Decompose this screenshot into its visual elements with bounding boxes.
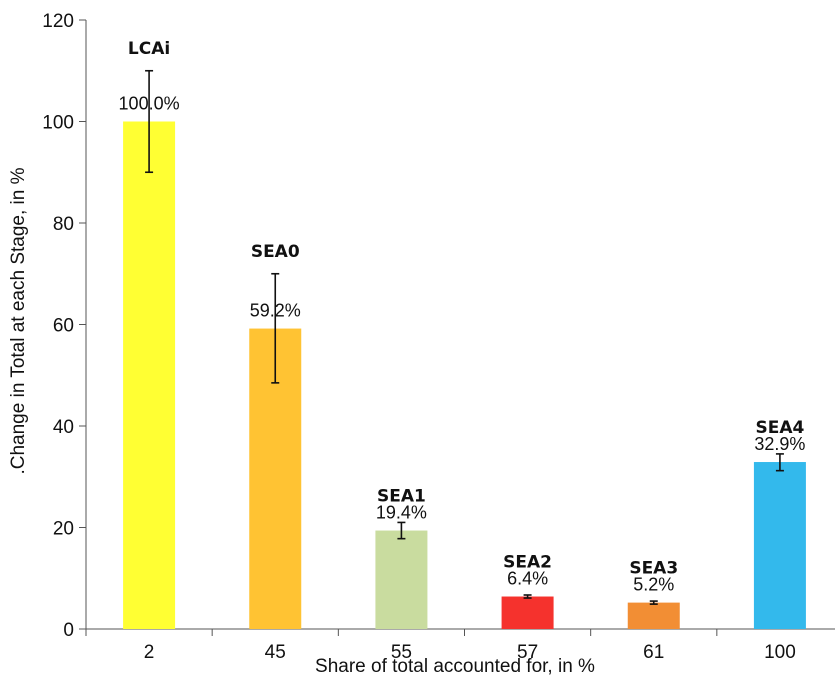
bar (375, 530, 428, 629)
bars (123, 69, 806, 629)
x-axis: 2 45 55 57 61 100 (85, 628, 835, 663)
data-label: 59.2% (250, 301, 301, 321)
y-axis: 0 20 40 60 80 100 120 (42, 11, 87, 641)
stage-label: SEA2 (503, 553, 552, 573)
x-tick-label: 61 (643, 642, 664, 663)
stage-label: SEA3 (629, 559, 678, 579)
y-tick-label: 60 (53, 316, 74, 337)
x-tick-label: 2 (144, 642, 155, 663)
stage-label: SEA1 (377, 487, 426, 507)
y-tick-label: 20 (53, 519, 74, 540)
x-tick-label: 57 (517, 642, 538, 663)
y-tick-label: 40 (53, 417, 74, 438)
y-tick-label: 0 (63, 620, 74, 641)
y-tick-label: 80 (53, 214, 74, 235)
x-tick-label: 45 (265, 642, 286, 663)
y-axis-title: .Change in Total at each Stage, in % (8, 167, 29, 474)
x-tick-label: 55 (391, 642, 412, 663)
x-axis-title: Share of total accounted for, in % (315, 656, 595, 677)
bar (753, 462, 806, 629)
data-label: 100.0% (119, 94, 180, 114)
stage-label: SEA0 (251, 242, 300, 262)
stage-label: LCAi (128, 39, 170, 59)
data-label: 6.4% (507, 569, 548, 589)
bar (627, 602, 680, 629)
data-label: 19.4% (376, 503, 427, 523)
bar (123, 121, 176, 629)
x-tick-label: 100 (764, 642, 796, 663)
bar (501, 596, 554, 629)
bar-labels: 100.0% LCAi 59.2% SEA0 19.4%SEA1 6.4%SEA2 5.2%… (119, 39, 806, 595)
y-tick-label: 120 (42, 11, 74, 32)
y-tick-label: 100 (42, 113, 74, 134)
stage-label: SEA4 (755, 418, 804, 438)
data-label: 5.2% (633, 575, 674, 595)
data-label: 32.9% (754, 434, 805, 454)
